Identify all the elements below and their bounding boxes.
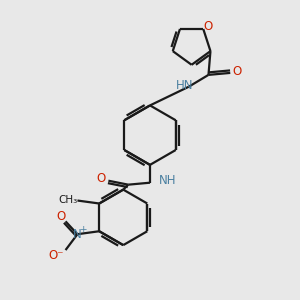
Text: O⁻: O⁻: [49, 248, 64, 262]
Text: CH₃: CH₃: [58, 194, 77, 205]
Text: NH: NH: [159, 174, 177, 187]
Text: +: +: [79, 225, 86, 234]
Text: O: O: [97, 172, 106, 185]
Text: O: O: [204, 20, 213, 34]
Text: O: O: [56, 210, 65, 223]
Text: O: O: [232, 65, 242, 78]
Text: N: N: [73, 228, 82, 241]
Text: HN: HN: [176, 79, 194, 92]
